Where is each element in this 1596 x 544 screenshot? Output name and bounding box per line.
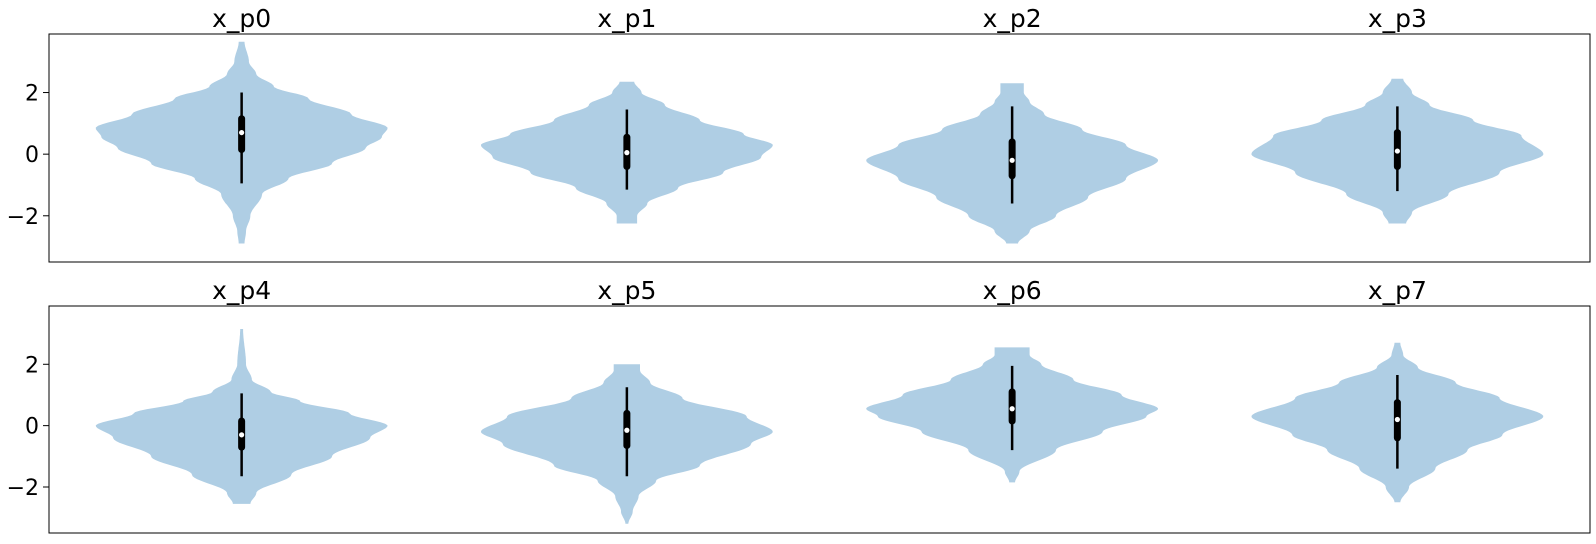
y-tick-label: 2 (25, 353, 39, 378)
axes-frame-row-1 (48, 305, 1591, 534)
violin-median-dot (1394, 148, 1400, 154)
panel-title: x_p0 (212, 4, 271, 33)
panel-title: x_p3 (1368, 4, 1427, 33)
y-tick-label: −2 (7, 205, 39, 230)
violin-median-dot (239, 432, 245, 438)
violin-median-dot (1394, 416, 1400, 423)
violin-median-dot (1009, 406, 1015, 412)
panel-title: x_p7 (1368, 276, 1427, 305)
y-tick-label: 2 (25, 82, 39, 107)
violin-layer (95, 41, 1544, 524)
panel-title: x_p5 (597, 276, 656, 305)
violin-median-dot (239, 129, 245, 136)
panel-title: x_p6 (983, 276, 1042, 305)
violin-median-dot (1009, 157, 1015, 163)
y-tick-label: 0 (25, 415, 39, 440)
panel-title: x_p2 (983, 4, 1042, 33)
panel-title: x_p1 (597, 4, 656, 33)
panel-title: x_p4 (212, 276, 271, 305)
text-layer: −2 0 2 −2 0 2 x_p0 x_p1 x_p2 x_p3 x_p4 x_p5 x_p6 x_p7 (7, 4, 1427, 501)
violin-median-dot (624, 427, 630, 433)
y-tick-label: −2 (7, 476, 39, 501)
violin-median-dot (624, 150, 630, 156)
axes-layer (43, 33, 1591, 534)
y-tick-label: 0 (25, 143, 39, 168)
axes-frame-row-0 (48, 33, 1591, 263)
